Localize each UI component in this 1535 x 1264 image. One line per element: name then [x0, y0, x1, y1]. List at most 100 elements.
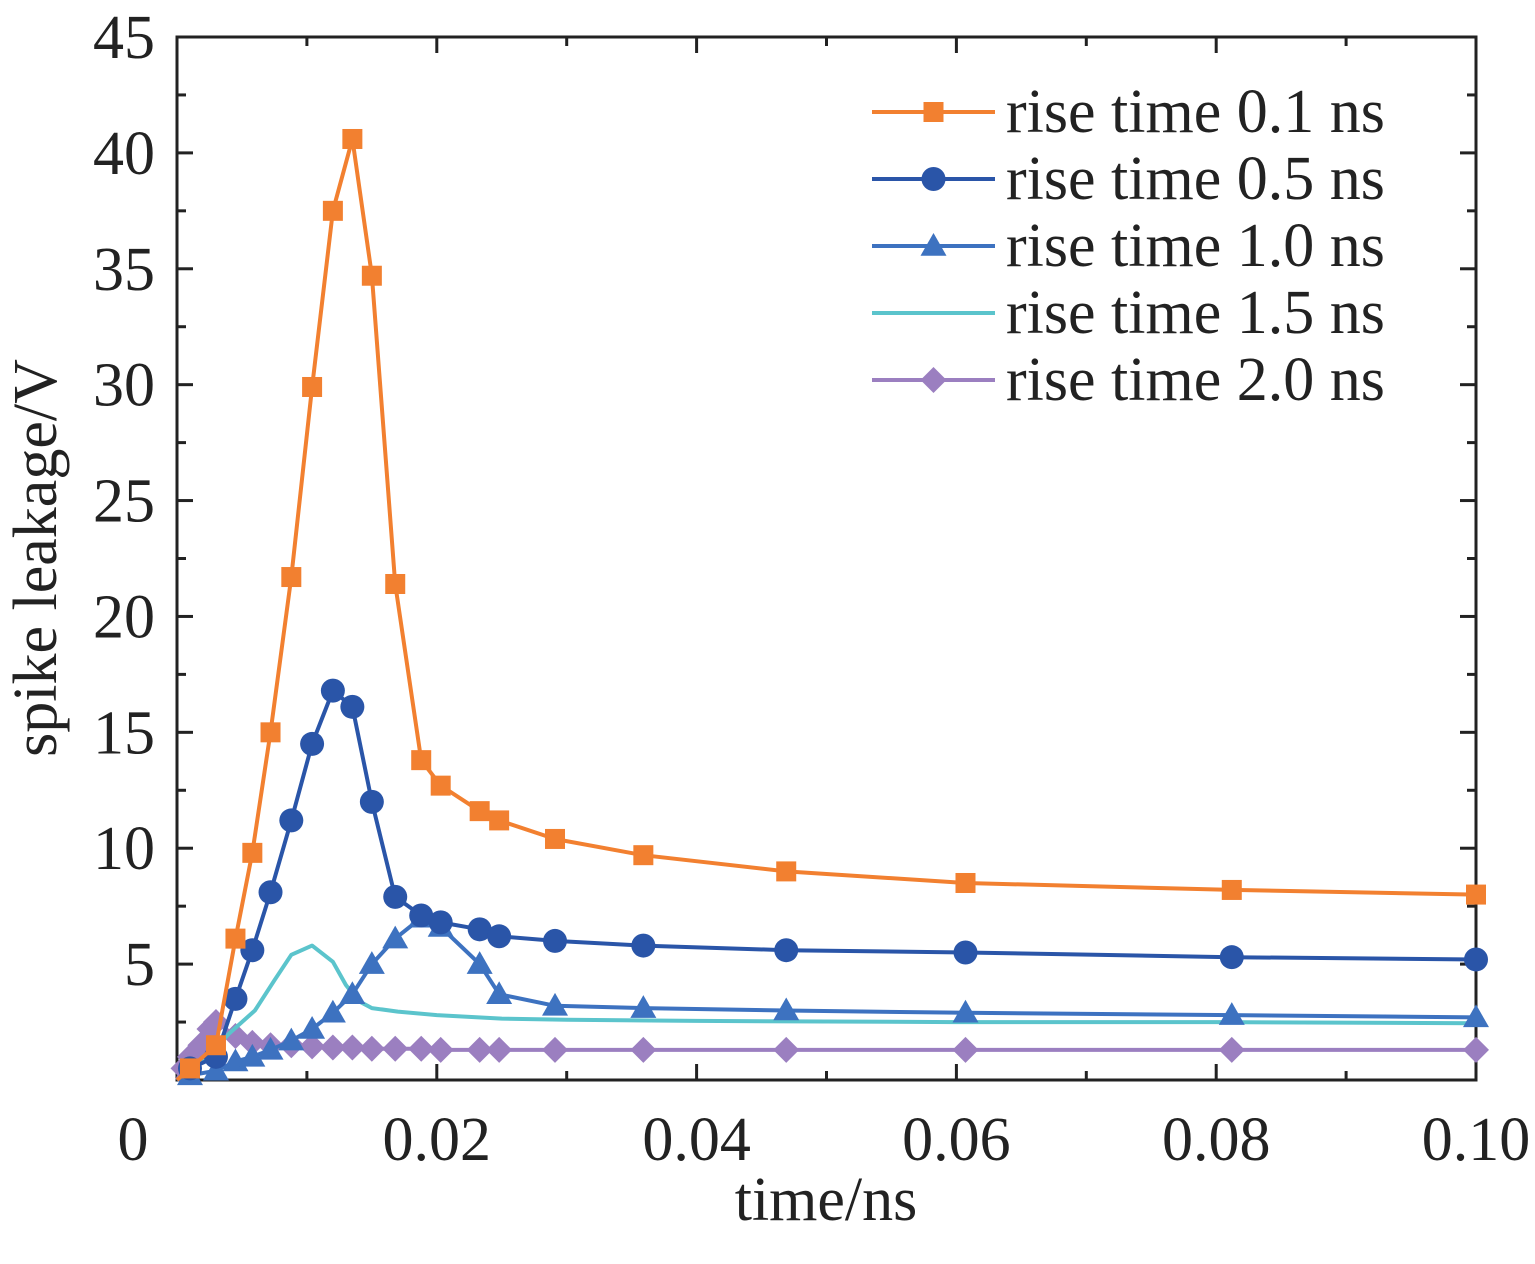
data-point-triangle: [382, 925, 409, 949]
data-point-circle: [543, 928, 568, 953]
data-point-triangle: [1463, 1004, 1489, 1028]
data-point-diamond: [466, 1036, 493, 1063]
data-point-triangle: [486, 981, 513, 1004]
data-point-square: [1466, 884, 1486, 905]
data-point-square: [633, 845, 654, 866]
legend-label: rise time 1.0 ns: [1006, 212, 1385, 280]
y-tick-label: 20: [93, 583, 155, 651]
data-point-circle: [223, 986, 248, 1011]
legend-item-4: rise time 1.5 ns: [872, 279, 1385, 347]
legend-label: rise time 0.5 ns: [1006, 145, 1385, 213]
data-point-diamond: [1218, 1036, 1245, 1063]
x-tick-label: 0.08: [1162, 1106, 1271, 1174]
data-point-circle: [631, 933, 656, 958]
data-point-square: [923, 102, 944, 122]
x-tick-label: 0.10: [1422, 1106, 1531, 1174]
data-point-triangle: [239, 1043, 266, 1067]
legend-item-2: rise time 0.5 ns: [872, 145, 1385, 213]
data-point-triangle: [542, 992, 569, 1016]
data-point-diamond: [920, 367, 947, 393]
y-tick-label: 40: [93, 120, 155, 188]
data-point-square: [469, 801, 490, 822]
y-tick-label: 45: [93, 4, 155, 72]
data-point-triangle: [952, 999, 979, 1023]
legend-item-5: rise time 2.0 ns: [872, 346, 1385, 414]
legend-label: rise time 1.5 ns: [1006, 279, 1385, 347]
data-point-diamond: [339, 1034, 366, 1061]
data-point-diamond: [773, 1036, 800, 1063]
origin-tick-label: 0: [118, 1106, 149, 1174]
x-tick-label: 0.06: [902, 1106, 1011, 1174]
data-point-triangle: [319, 999, 346, 1023]
data-point-square: [955, 872, 976, 893]
data-point-square: [179, 1058, 200, 1079]
data-point-diamond: [239, 1029, 266, 1056]
data-point-triangle: [358, 951, 385, 974]
data-point-diamond: [319, 1034, 346, 1061]
data-point-diamond: [486, 1036, 513, 1063]
data-point-diamond: [542, 1036, 569, 1063]
data-point-diamond: [299, 1033, 326, 1060]
data-point-square: [342, 128, 363, 149]
data-point-circle: [258, 880, 283, 905]
data-point-square: [545, 828, 566, 849]
data-point-square: [776, 861, 797, 882]
x-axis: 0.02 0.04 0.06 0.08 0.10 0: [118, 37, 1531, 1174]
series-line: [175, 688, 1477, 1082]
data-point-square: [225, 928, 246, 949]
data-point-circle: [1219, 945, 1244, 970]
data-point-square: [411, 750, 432, 771]
data-point-diamond: [630, 1036, 657, 1063]
data-point-triangle: [920, 233, 947, 256]
data-point-triangle: [773, 997, 800, 1021]
data-point-square: [430, 775, 451, 796]
data-point-triangle: [278, 1027, 305, 1051]
y-tick-label: 15: [93, 699, 155, 767]
data-point-circle: [340, 694, 365, 719]
legend-label: rise time 2.0 ns: [1006, 346, 1385, 414]
series-line: [175, 137, 1477, 1082]
data-point-circle: [467, 917, 492, 942]
legend-label: rise time 0.1 ns: [1006, 78, 1385, 146]
data-point-circle: [409, 903, 434, 928]
data-point-circle: [383, 884, 408, 909]
data-point-diamond: [1463, 1036, 1489, 1063]
y-axis: 5 10 15 20 25 30 35 40 45: [93, 4, 1476, 1024]
data-point-square: [281, 567, 302, 588]
data-point-circle: [300, 731, 325, 756]
data-point-square: [361, 265, 382, 286]
data-point-triangle: [339, 981, 366, 1004]
data-point-circle: [359, 789, 384, 814]
data-point-circle: [774, 938, 799, 963]
x-tick-label: 0.02: [383, 1106, 492, 1174]
series-3: [176, 904, 1489, 1086]
data-point-circle: [428, 910, 453, 935]
data-point-square: [385, 573, 406, 594]
series-1: [175, 128, 1486, 1082]
data-point-square: [205, 1035, 226, 1056]
legend-item-3: rise time 1.0 ns: [872, 212, 1385, 280]
data-point-circle: [279, 808, 304, 833]
data-point-triangle: [202, 1057, 229, 1081]
y-tick-label: 5: [124, 931, 155, 999]
data-point-square: [242, 842, 263, 863]
data-point-square: [322, 200, 343, 221]
data-point-square: [260, 722, 281, 743]
y-tick-label: 30: [93, 352, 155, 420]
data-point-triangle: [630, 995, 657, 1018]
data-point-circle: [320, 678, 345, 703]
data-point-diamond: [358, 1035, 385, 1062]
y-tick-label: 25: [93, 468, 155, 536]
y-tick-label: 10: [93, 815, 155, 883]
data-point-diamond: [408, 1035, 435, 1062]
data-point-diamond: [952, 1036, 979, 1063]
data-point-diamond: [382, 1035, 409, 1062]
data-point-circle: [921, 167, 946, 191]
legend-item-1: rise time 0.1 ns: [872, 78, 1385, 146]
data-point-triangle: [299, 1016, 326, 1039]
data-point-triangle: [1218, 1002, 1245, 1025]
data-point-circle: [1464, 947, 1488, 972]
series-5: [170, 1009, 1489, 1082]
